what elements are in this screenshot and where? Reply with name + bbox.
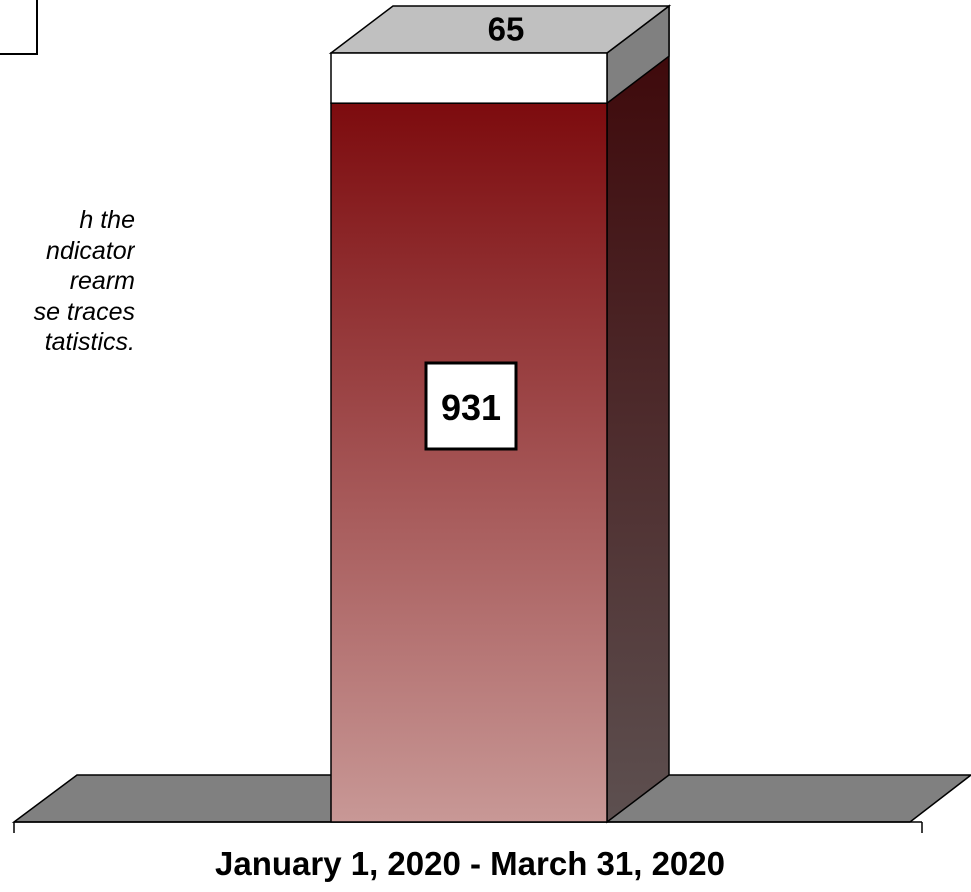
annotation-text: h the ndicator rearm se traces tatistics… — [0, 205, 135, 358]
annotation-line: tatistics. — [44, 328, 135, 356]
data-label-65: 65 — [488, 11, 525, 48]
x-axis-label: January 1, 2020 - March 31, 2020 — [215, 845, 725, 882]
data-label-931-box — [424, 361, 518, 451]
bar-stack: 65 931 — [328, 4, 672, 824]
bar-segment-931 — [330, 102, 608, 823]
annotation-line: ndicator — [46, 236, 135, 265]
annotation-line: rearm — [69, 267, 135, 295]
data-label-931: 931 — [441, 387, 501, 428]
bar-segment-65 — [330, 52, 608, 104]
annotation-line: se traces — [33, 297, 135, 326]
bar-side-face — [606, 4, 670, 824]
annotation-line: h the — [79, 206, 135, 234]
legend-box — [0, 0, 38, 55]
